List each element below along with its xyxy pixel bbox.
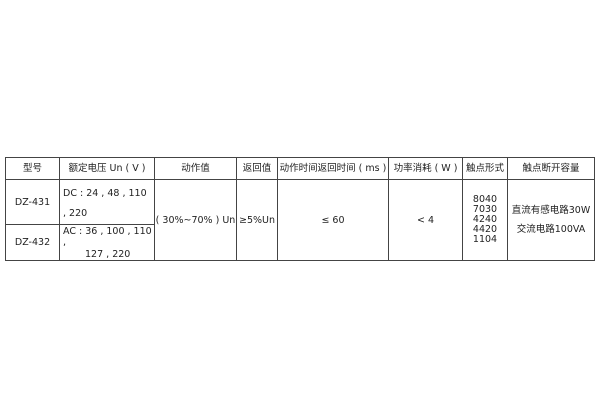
capacity-dc: 直流有感电路30W — [511, 205, 591, 216]
table-row: DZ-432 AC : 36 , 100 , 110 , 127 , 220 — [5, 224, 595, 261]
time-cell: ≤ 60 — [277, 179, 389, 261]
return-value-cell: ≥5%Un — [236, 179, 278, 261]
header-contact-form: 触点形式 — [462, 157, 508, 180]
header-capacity: 触点断开容量 — [507, 157, 595, 180]
contact-item: 4420 — [472, 224, 498, 235]
capacity-cell: 直流有感电路30W 交流电路100VA — [507, 179, 595, 261]
power-cell: < 4 — [388, 179, 463, 261]
model-cell: DZ-431 — [5, 179, 60, 225]
header-return-value: 返回值 — [236, 157, 278, 180]
header-action-value: 动作值 — [154, 157, 237, 180]
header-time: 动作时间返回时间 ( ms ) — [277, 157, 389, 180]
contact-form-cell: 8040 7030 4240 4420 1104 — [462, 179, 508, 261]
table-row: DZ-431 DC : 24 , 48 , 110 , 220 ( 30%~70… — [5, 179, 595, 261]
model-cell: DZ-432 — [5, 224, 60, 261]
contact-item: 1104 — [472, 234, 498, 245]
contact-item: 4240 — [472, 214, 498, 225]
voltage-cell: AC : 36 , 100 , 110 , 127 , 220 — [59, 224, 155, 261]
contact-item: 7030 — [472, 204, 498, 215]
header-power: 功率消耗 ( W ) — [388, 157, 463, 180]
spec-table: 型号 额定电压 Un ( V ) 动作值 返回值 动作时间返回时间 ( ms )… — [5, 157, 595, 261]
header-model: 型号 — [5, 157, 60, 180]
contact-item: 8040 — [472, 194, 498, 205]
voltage-text: 127 , 220 — [85, 249, 131, 260]
header-row: 型号 额定电压 Un ( V ) 动作值 返回值 动作时间返回时间 ( ms )… — [5, 157, 595, 180]
voltage-cell: DC : 24 , 48 , 110 , 220 — [59, 179, 155, 225]
voltage-text: AC : 36 , 100 , 110 , — [63, 226, 152, 248]
header-voltage: 额定电压 Un ( V ) — [59, 157, 155, 180]
capacity-ac: 交流电路100VA — [516, 224, 586, 235]
voltage-text: DC : 24 , 48 , 110 , 220 — [63, 188, 147, 219]
action-value-cell: ( 30%~70% ) Un — [154, 179, 237, 261]
